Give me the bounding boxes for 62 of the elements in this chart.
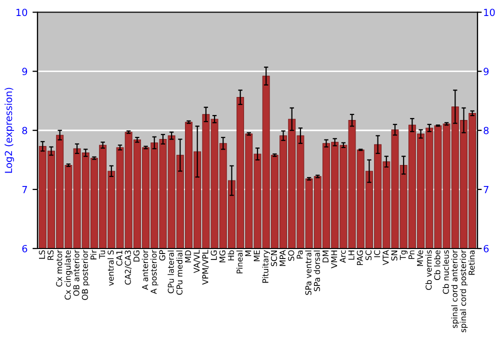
x-tick-label: Retina (468, 250, 475, 275)
y2-tick-label: 10 (484, 8, 495, 16)
y-tick-label: 9 (22, 68, 28, 76)
x-tick-label: CPu lateral (168, 250, 174, 294)
x-tick-label: Cb nucleus (442, 250, 449, 294)
x-tick-label: spinal cord anterior (451, 250, 460, 328)
x-tick-label: GP (159, 250, 166, 261)
x-tick-label: Tu (99, 250, 106, 259)
x-tick-label: Cx cingulate (64, 250, 72, 300)
x-tick-label: A posterior (150, 250, 158, 294)
x-tick-label: MG (219, 250, 226, 262)
x-tick-label: ME (254, 250, 260, 262)
x-tick-label: A anterior (142, 250, 148, 290)
y2-tick-label: 6 (484, 244, 489, 252)
x-tick-label: SPa ventral (305, 250, 312, 295)
x-tick-label: OB posterior (82, 250, 90, 300)
x-tick-label: Pir (90, 250, 96, 260)
x-tick-label: CA2/CA3 (124, 250, 132, 285)
x-tick-label: ventral S (108, 250, 114, 286)
x-tick-label: Pa (296, 250, 303, 259)
x-tick-label: SN (391, 250, 398, 260)
x-tick-label: spinal cord posterior (460, 250, 468, 332)
x-tick-label: SC (365, 250, 372, 260)
x-tick-label: VMH (331, 250, 338, 268)
x-tick-label: SCN (270, 250, 278, 266)
x-tick-label: LG (210, 250, 217, 260)
x-tick-label: MD (185, 250, 191, 262)
y-tick-label: 8 (22, 126, 28, 134)
x-tick-label: MVe (417, 250, 424, 266)
x-tick-label: SO (288, 250, 294, 261)
x-tick-label: Pituitary (262, 250, 270, 283)
x-tick-label: RS (47, 250, 54, 260)
x-tick-label: PAG (356, 250, 363, 266)
x-tick-label: SPa dorsal (314, 250, 320, 292)
y2-tick-label: 7 (484, 186, 488, 194)
x-tick-label: DM (322, 250, 328, 262)
x-tick-label: M (245, 250, 252, 256)
x-tick-label: LH (348, 250, 354, 260)
y2-tick-label: 9 (484, 68, 489, 76)
x-tick-label: Tg (400, 250, 408, 260)
x-tick-label: Cb lobe (434, 250, 440, 280)
x-tick-label: Cb vermis (425, 250, 432, 290)
x-tick-label: Cx motor (56, 250, 62, 287)
x-tick-label: CA1 (116, 250, 122, 266)
y-tick-label: 10 (16, 8, 28, 16)
x-tick-label: MPA (280, 250, 286, 266)
y-axis-title: Log2 (expression) (4, 88, 14, 173)
x-tick-label: Hb (228, 250, 234, 260)
x-tick-label: OB anterior (73, 250, 80, 296)
x-tick-label: VA/VL (194, 250, 200, 274)
y2-tick-label: 8 (484, 126, 489, 134)
x-tick-label: Arc (340, 250, 346, 263)
x-tick-label: LS (38, 250, 45, 259)
x-tick-label: Pn (408, 250, 414, 259)
y-tick-label: 7 (22, 186, 27, 194)
x-tick-label: IC (374, 250, 380, 258)
x-tick-label: VTA (382, 250, 389, 266)
x-tick-label: Pineal (236, 250, 243, 274)
y-tick-label: 6 (22, 244, 28, 252)
x-tick-label: VPM/VPL (202, 250, 209, 285)
x-tick-label: DG (133, 250, 140, 262)
x-tick-label: CPu medial (176, 250, 182, 295)
